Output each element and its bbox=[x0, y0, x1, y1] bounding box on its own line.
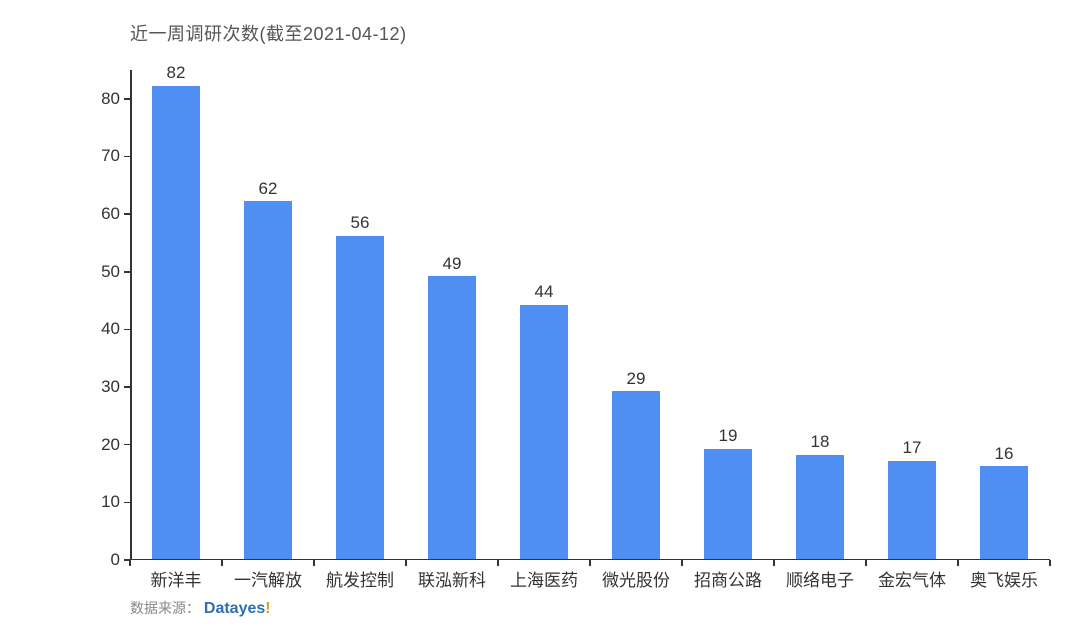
y-tick-label: 20 bbox=[101, 435, 130, 455]
bar-value-label: 44 bbox=[535, 282, 554, 306]
bar bbox=[796, 455, 844, 559]
bar-value-label: 17 bbox=[903, 438, 922, 462]
bar bbox=[152, 86, 200, 559]
x-tick-label: 奥飞娱乐 bbox=[970, 560, 1038, 591]
y-tick-label: 60 bbox=[101, 204, 130, 224]
y-tick-label: 50 bbox=[101, 262, 130, 282]
x-tick-label: 航发控制 bbox=[326, 560, 394, 591]
x-tick bbox=[589, 560, 591, 566]
source-brand-bang: ! bbox=[265, 600, 270, 617]
chart-root: 近一周调研次数(截至2021-04-12) 010203040506070808… bbox=[0, 0, 1080, 630]
y-tick-label: 80 bbox=[101, 89, 130, 109]
data-source: 数据来源： Datayes! bbox=[130, 598, 271, 618]
y-tick-label: 30 bbox=[101, 377, 130, 397]
x-tick bbox=[773, 560, 775, 566]
y-tick-label: 10 bbox=[101, 492, 130, 512]
bar-value-label: 29 bbox=[627, 369, 646, 393]
bar bbox=[520, 305, 568, 559]
bar-value-label: 19 bbox=[719, 426, 738, 450]
bar bbox=[428, 276, 476, 558]
bar bbox=[888, 461, 936, 559]
y-tick-label: 40 bbox=[101, 319, 130, 339]
x-tick bbox=[129, 560, 131, 566]
x-tick bbox=[957, 560, 959, 566]
chart-title: 近一周调研次数(截至2021-04-12) bbox=[130, 20, 407, 46]
x-tick bbox=[865, 560, 867, 566]
x-tick-label: 顺络电子 bbox=[786, 560, 854, 591]
x-tick-label: 招商公路 bbox=[694, 560, 762, 591]
source-prefix: 数据来源： bbox=[130, 600, 200, 616]
x-tick-label: 新洋丰 bbox=[151, 560, 202, 591]
source-brand: Datayes bbox=[204, 600, 265, 617]
bar-value-label: 49 bbox=[443, 254, 462, 278]
x-tick-label: 金宏气体 bbox=[878, 560, 946, 591]
bar bbox=[244, 201, 292, 558]
x-tick bbox=[405, 560, 407, 566]
bar bbox=[980, 466, 1028, 558]
bar-value-label: 56 bbox=[351, 213, 370, 237]
bar-value-label: 18 bbox=[811, 432, 830, 456]
bar bbox=[612, 391, 660, 558]
bar-value-label: 62 bbox=[259, 179, 278, 203]
x-tick-label: 一汽解放 bbox=[234, 560, 302, 591]
y-tick-label: 0 bbox=[111, 550, 130, 570]
bar bbox=[704, 449, 752, 559]
x-tick bbox=[1049, 560, 1051, 566]
x-tick-label: 联泓新科 bbox=[418, 560, 486, 591]
x-tick-label: 上海医药 bbox=[510, 560, 578, 591]
y-axis bbox=[130, 70, 132, 560]
y-tick-label: 70 bbox=[101, 146, 130, 166]
plot-area: 0102030405060708082新洋丰62一汽解放56航发控制49联泓新科… bbox=[130, 70, 1050, 560]
x-tick bbox=[313, 560, 315, 566]
x-tick-label: 微光股份 bbox=[602, 560, 670, 591]
bar bbox=[336, 236, 384, 559]
x-tick bbox=[497, 560, 499, 566]
bar-value-label: 82 bbox=[167, 63, 186, 87]
bar-value-label: 16 bbox=[995, 444, 1014, 468]
x-tick bbox=[681, 560, 683, 566]
x-tick bbox=[221, 560, 223, 566]
